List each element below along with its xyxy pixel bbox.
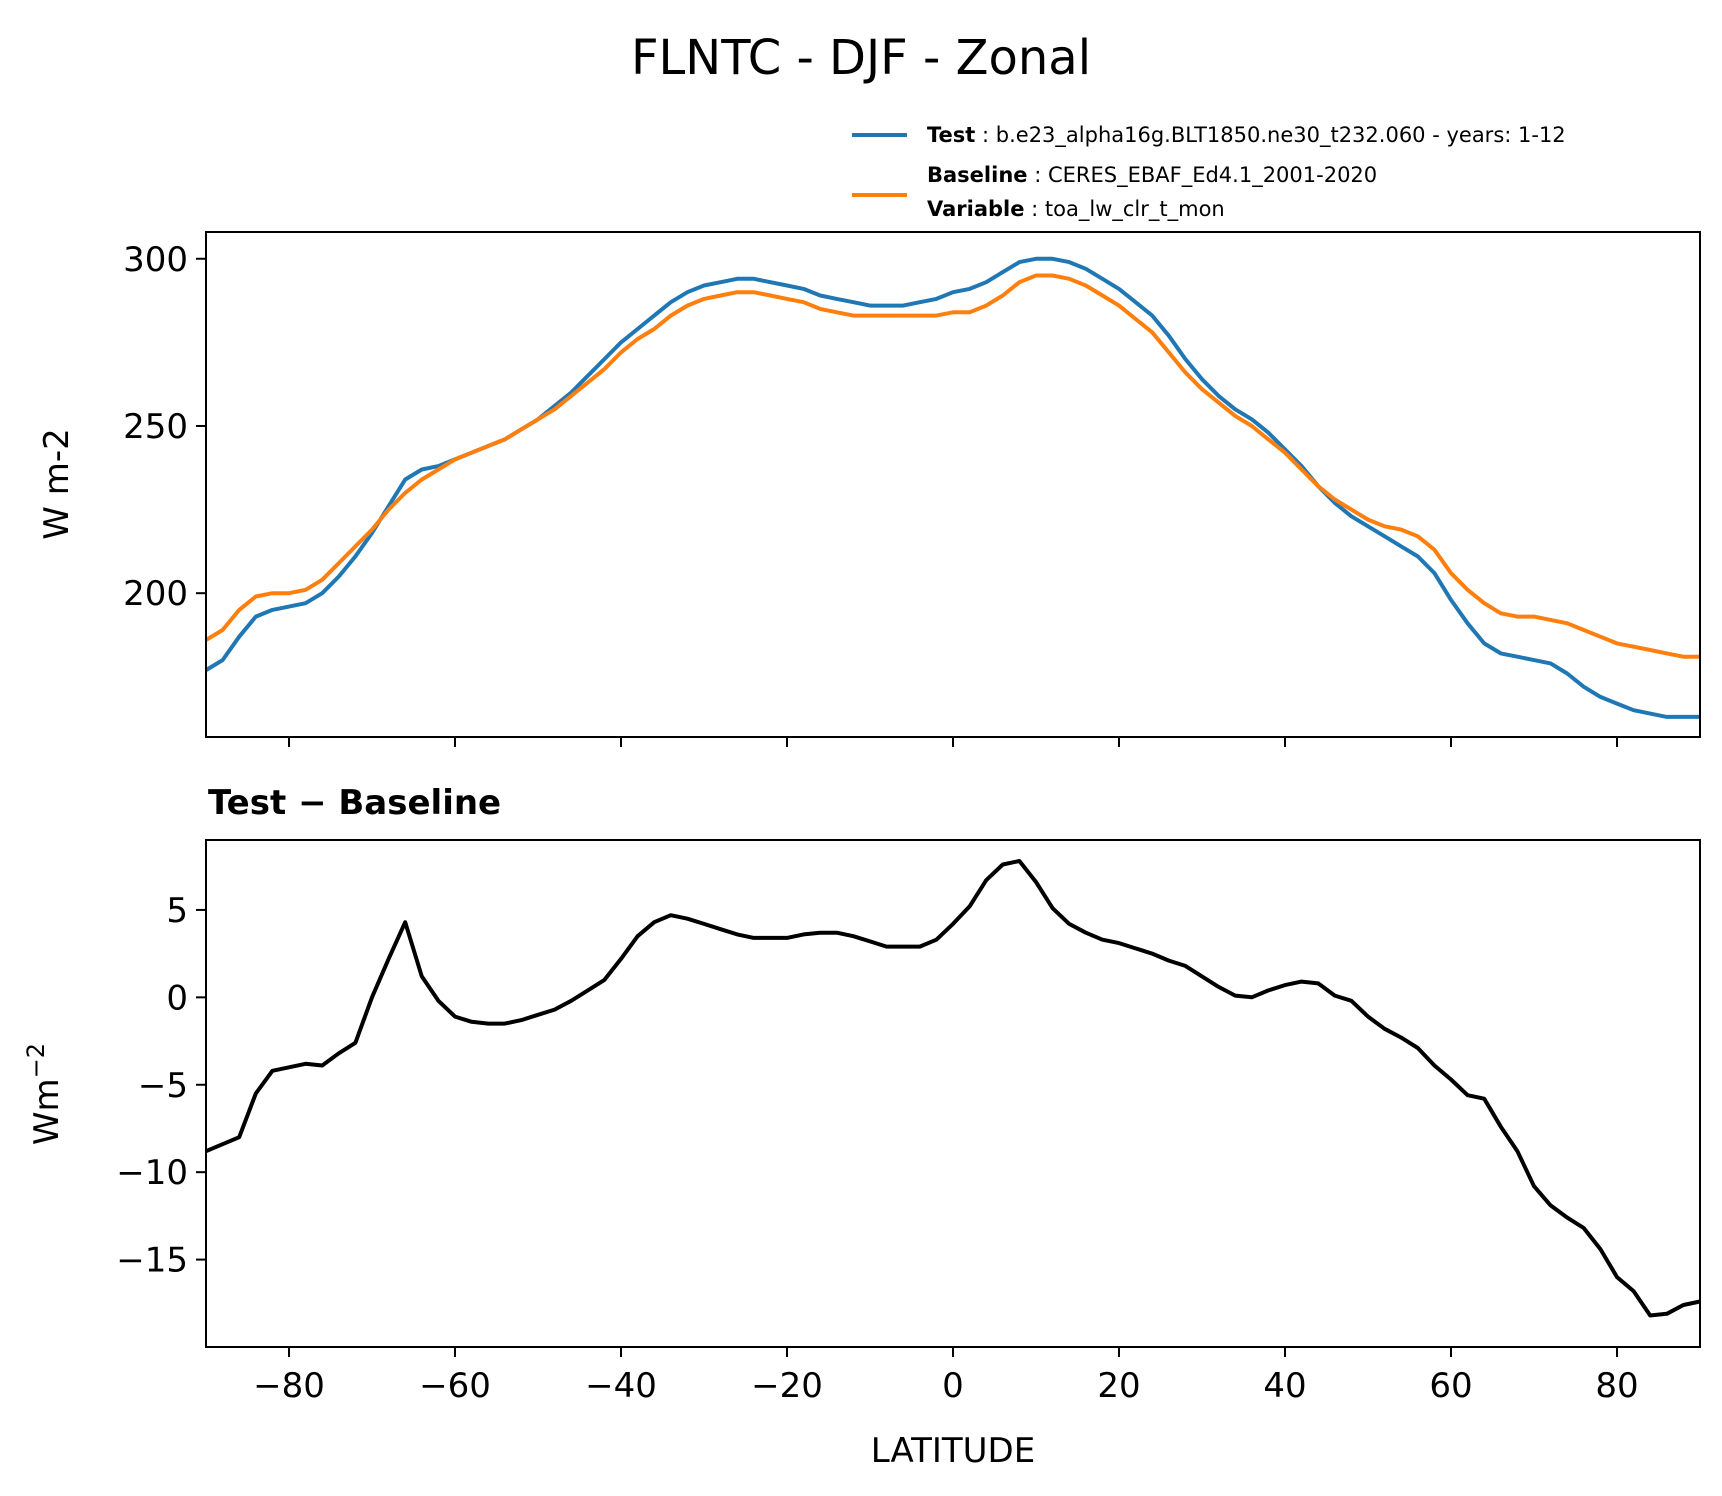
legend-variable-key: Variable <box>927 197 1024 221</box>
legend-baseline-key: Baseline <box>927 163 1028 187</box>
x-tick-label: −80 <box>253 1366 325 1406</box>
figure-title: FLNTC - DJF - Zonal <box>631 30 1091 86</box>
legend-variable-entry: Variable : toa_lw_clr_t_mon <box>927 197 1225 222</box>
legend-test-value: b.e23_alpha16g.BLT1850.ne30_t232.060 - y… <box>996 123 1566 148</box>
y-tick-label: 200 <box>123 574 188 614</box>
y-tick-label: 300 <box>123 240 188 280</box>
y-tick-label: 250 <box>123 407 188 447</box>
x-tick-label: 20 <box>1097 1366 1140 1406</box>
legend-test-entry: Test : b.e23_alpha16g.BLT1850.ne30_t232.… <box>927 123 1566 148</box>
x-tick-label: 80 <box>1595 1366 1638 1406</box>
x-tick-label: 40 <box>1263 1366 1306 1406</box>
bottom-y-axis-label-base: Wm <box>27 1078 67 1145</box>
bottom-y-ticks: −15 −10 −5 0 5 <box>116 891 206 1281</box>
bottom-y-axis-label-exponent: −2 <box>22 1043 50 1078</box>
series-line-test <box>204 256 1700 719</box>
legend-baseline-entry: Baseline : CERES_EBAF_Ed4.1_2001-2020 <box>927 163 1377 188</box>
y-tick-label: −15 <box>116 1241 188 1281</box>
legend-baseline-value: CERES_EBAF_Ed4.1_2001-2020 <box>1048 163 1377 188</box>
legend-variable-value: toa_lw_clr_t_mon <box>1045 197 1225 222</box>
y-tick-label: −10 <box>116 1153 188 1193</box>
legend-test-sep: : <box>975 123 995 147</box>
y-tick-label: 5 <box>166 891 188 931</box>
bottom-panel: Test − Baseline −15 −10 −5 0 5 −80 −60 −40 −20 0… <box>22 783 1701 1471</box>
x-tick-label: −40 <box>585 1366 657 1406</box>
legend: Test : b.e23_alpha16g.BLT1850.ne30_t232.… <box>852 123 1566 222</box>
legend-variable-sep: : <box>1024 197 1044 221</box>
bottom-x-ticks: −80 −60 −40 −20 0 20 40 60 80 <box>253 1347 1639 1406</box>
top-series-lines <box>204 256 1700 719</box>
y-tick-label: 0 <box>166 978 188 1018</box>
x-tick-label: 0 <box>942 1366 964 1406</box>
x-tick-label: −60 <box>419 1366 491 1406</box>
top-panel-frame <box>205 231 1701 738</box>
difference-subplot-title: Test − Baseline <box>208 783 501 823</box>
top-y-ticks: 200 250 300 <box>123 240 206 614</box>
x-tick-label: 60 <box>1429 1366 1472 1406</box>
x-tick-label: −20 <box>751 1366 823 1406</box>
legend-test-key: Test <box>927 123 975 147</box>
bottom-panel-frame <box>205 839 1701 1348</box>
series-line-baseline <box>204 273 1700 659</box>
series-line-test-baseline <box>205 859 1701 1318</box>
y-tick-label: −5 <box>138 1066 188 1106</box>
bottom-y-axis-label: Wm−2 <box>22 1043 67 1145</box>
top-panel: 200 250 300 W m-2 <box>37 231 1701 747</box>
legend-baseline-sep: : <box>1028 163 1048 187</box>
top-y-axis-label: W m-2 <box>37 428 77 539</box>
x-axis-label: LATITUDE <box>871 1431 1035 1471</box>
top-x-ticks <box>288 737 1618 747</box>
difference-series-lines <box>205 859 1701 1318</box>
